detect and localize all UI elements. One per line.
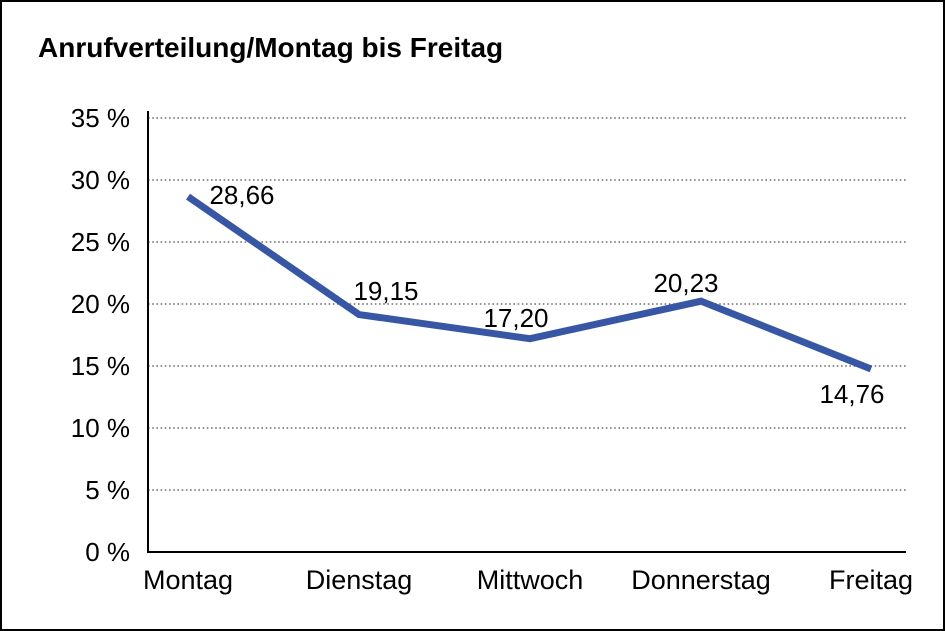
y-axis-tick-label: 20 %: [71, 289, 130, 319]
x-axis-category-label: Montag: [143, 565, 233, 595]
x-axis-category-label: Dienstag: [306, 565, 413, 595]
data-label: 20,23: [653, 268, 718, 298]
y-axis-tick-label: 0 %: [85, 537, 130, 567]
y-axis-tick-label: 15 %: [71, 351, 130, 381]
y-axis-tick-label: 10 %: [71, 413, 130, 443]
series-line: [186, 193, 873, 373]
y-axis-tick-label: 35 %: [71, 103, 130, 133]
data-label: 28,66: [209, 180, 274, 210]
y-axis-tick-label: 30 %: [71, 165, 130, 195]
y-axis-tick-label: 25 %: [71, 227, 130, 257]
chart-title: Anrufverteilung/Montag bis Freitag: [38, 32, 504, 63]
x-axis-category-label: Donnerstag: [631, 565, 771, 595]
data-label: 19,15: [353, 276, 418, 306]
x-axis-category-label: Mittwoch: [477, 565, 584, 595]
data-label: 17,20: [483, 303, 548, 333]
y-axis-tick-label: 5 %: [85, 475, 130, 505]
x-axis-category-label: Freitag: [829, 565, 913, 595]
data-label: 14,76: [819, 379, 884, 409]
